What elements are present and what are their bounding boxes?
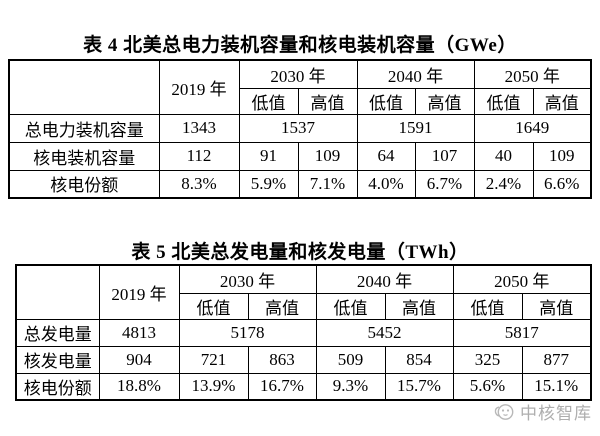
table4-header-2040: 2040 年 [356,59,475,89]
table4-total-2019: 1343 [158,113,240,143]
table5-header-2040-high: 高值 [384,292,454,320]
table5-nuclear-2019: 904 [98,345,180,374]
table5-header-2050-low: 低值 [452,292,523,320]
table-row: 核电装机容量 112 91 109 64 107 40 109 [8,141,592,171]
table4-share-2040-high: 6.7% [414,169,475,199]
table5-row-nuclear-label: 核发电量 [15,345,100,374]
table4-header-2040-high: 高值 [414,87,475,115]
table4-corner-cell [8,59,160,115]
watermark-text: 中核智库 [520,404,592,423]
table4-total-2030: 1537 [238,113,358,143]
table-row: 核发电量 904 721 863 509 854 325 877 [15,345,592,374]
table5-share-2019: 18.8% [98,372,180,401]
table4-row-nuclear-label: 核电装机容量 [8,141,160,171]
table5-header-2030-high: 高值 [247,292,317,320]
table4-share-2030-high: 7.1% [297,169,358,199]
table5-nuclear-2040-high: 854 [384,345,454,374]
table-row: 总电力装机容量 1343 1537 1591 1649 [8,113,592,143]
table4-header-2030: 2030 年 [238,59,358,89]
table5-share-2040-low: 9.3% [315,372,386,401]
table4-share-2030-low: 5.9% [238,169,299,199]
table4-share-2050-low: 2.4% [473,169,534,199]
table5-title: 表 5 北美总发电量和核发电量（TWh） [131,242,469,263]
table4-header-2040-low: 低值 [356,87,416,115]
table4-header-2050-low: 低值 [473,87,534,115]
table5-header-2040: 2040 年 [315,264,454,294]
table5-share-2030-high: 16.7% [247,372,317,401]
table5-total-2019: 4813 [98,318,180,347]
table5-corner-cell [15,264,100,320]
table5-share-2030-low: 13.9% [178,372,249,401]
table5-total-2030: 5178 [178,318,317,347]
table4-row-total-label: 总电力装机容量 [8,113,160,143]
table4-nuclear-2040-low: 64 [356,141,416,171]
table5-nuclear-2030-low: 721 [178,345,249,374]
table-installed-capacity: 2019 年 2030 年 2040 年 2050 年 低值 高值 低值 高值 … [8,59,592,199]
watermark: 中核智库 [492,399,592,424]
table5-header-2050: 2050 年 [452,264,592,294]
table5-header-2030-low: 低值 [178,292,249,320]
table-row: 总发电量 4813 5178 5452 5817 [15,318,592,347]
table4-total-2050: 1649 [473,113,592,143]
table4-header-2030-low: 低值 [238,87,299,115]
table5-total-2040: 5452 [315,318,454,347]
table4-total-2040: 1591 [356,113,475,143]
table5-total-2050: 5817 [452,318,592,347]
table4-header-2050: 2050 年 [473,59,592,89]
table5-row-share-label: 核电份额 [15,372,100,401]
table-row: 核电份额 8.3% 5.9% 7.1% 4.0% 6.7% 2.4% 6.6% [8,169,592,199]
table5-share-2050-low: 5.6% [452,372,523,401]
table5-share-2040-high: 15.7% [384,372,454,401]
table4-header-2030-high: 高值 [297,87,358,115]
table4-header-2019: 2019 年 [158,59,240,115]
table4-share-2019: 8.3% [158,169,240,199]
table4-nuclear-2030-high: 109 [297,141,358,171]
table4-row-share-label: 核电份额 [8,169,160,199]
table5-row-total-label: 总发电量 [15,318,100,347]
table-row: 核电份额 18.8% 13.9% 16.7% 9.3% 15.7% 5.6% 1… [15,372,592,401]
table4-nuclear-2050-low: 40 [473,141,534,171]
table5-nuclear-2030-high: 863 [247,345,317,374]
table4-share-2040-low: 4.0% [356,169,416,199]
table4-nuclear-2050-high: 109 [532,141,592,171]
table5-header-2040-low: 低值 [315,292,386,320]
table5-share-2050-high: 15.1% [521,372,592,401]
table5-header-2050-high: 高值 [521,292,592,320]
table4-title: 表 4 北美总电力装机容量和核电装机容量（GWe） [83,35,517,56]
table5-header-2019: 2019 年 [98,264,180,320]
table4-nuclear-2040-high: 107 [414,141,475,171]
table4-share-2050-high: 6.6% [532,169,592,199]
table4-header-2050-high: 高值 [532,87,592,115]
face-logo-icon [494,403,514,420]
table5-nuclear-2050-high: 877 [521,345,592,374]
table4-nuclear-2030-low: 91 [238,141,299,171]
table4-nuclear-2019: 112 [158,141,240,171]
table5-header-2030: 2030 年 [178,264,317,294]
table5-nuclear-2040-low: 509 [315,345,386,374]
table-generation: 2019 年 2030 年 2040 年 2050 年 低值 高值 低值 高值 … [15,264,592,401]
table5-nuclear-2050-low: 325 [452,345,523,374]
